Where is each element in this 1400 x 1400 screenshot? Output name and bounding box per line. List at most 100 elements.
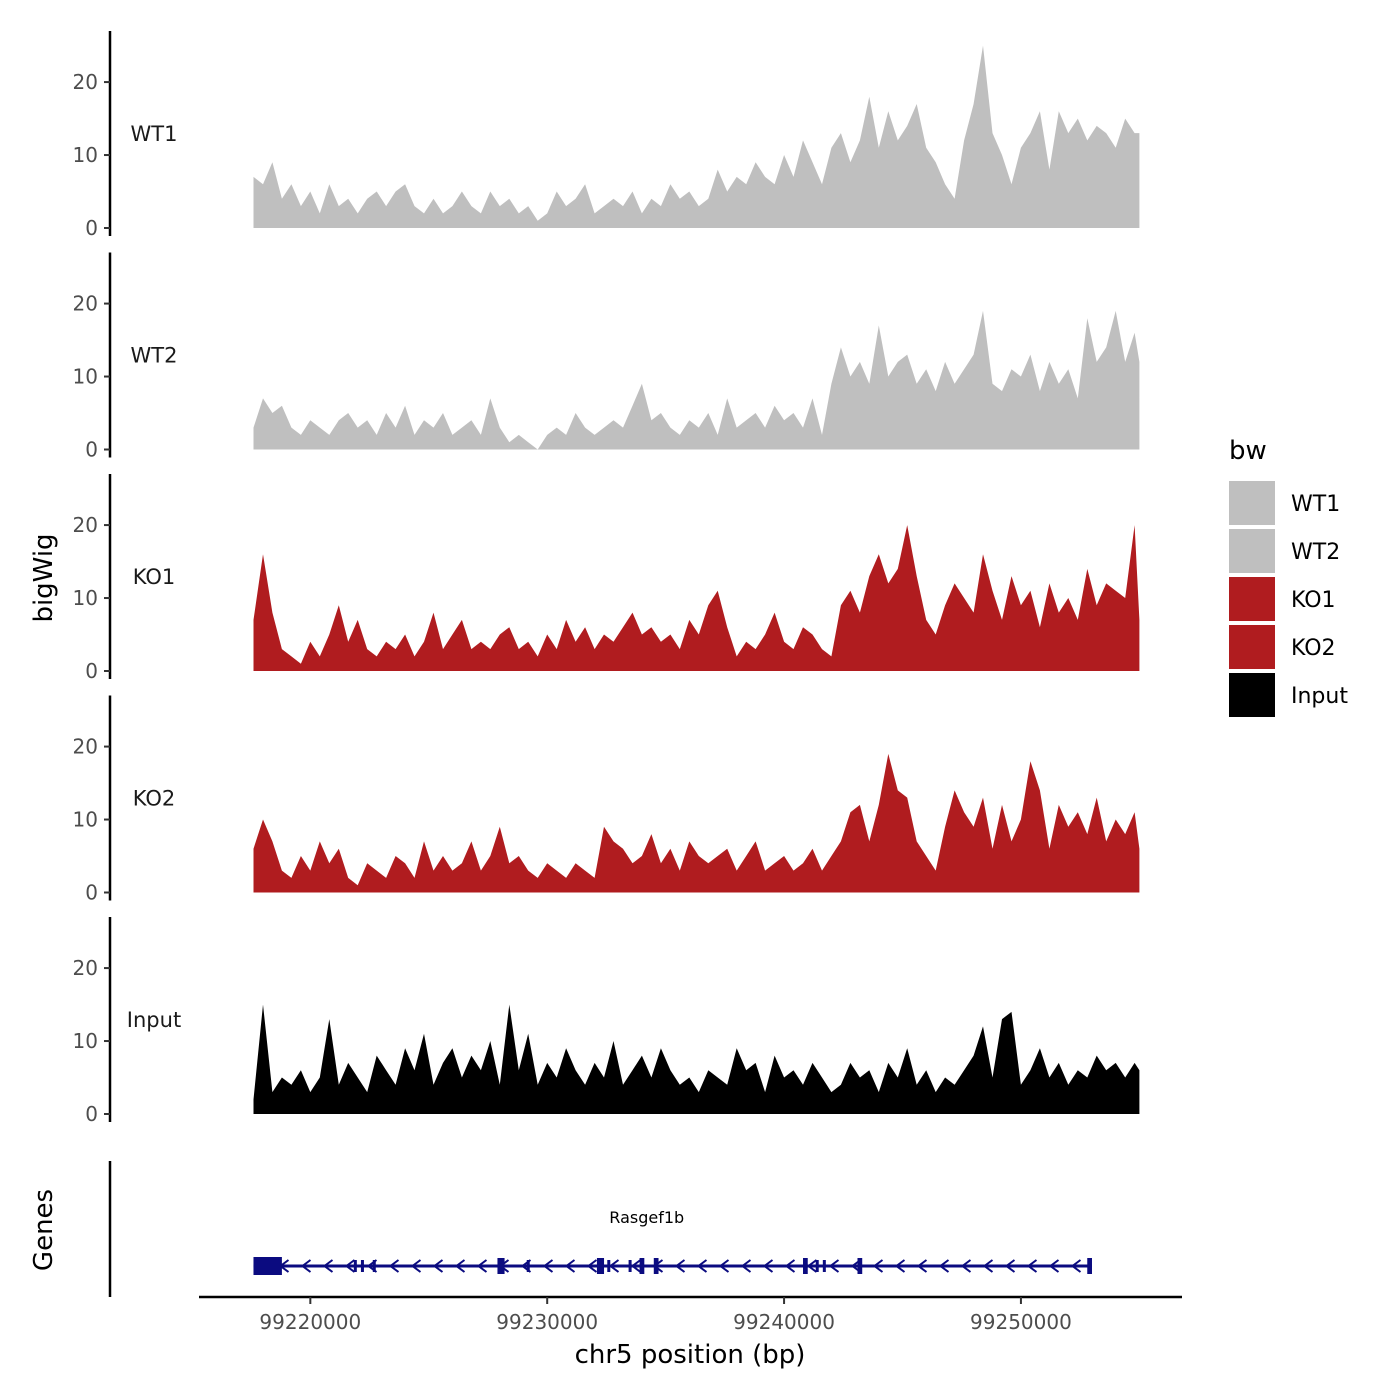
strand-arrow	[740, 1259, 752, 1273]
strand-arrow	[410, 1259, 422, 1273]
exon	[857, 1258, 863, 1274]
coverage-area	[253, 45, 1140, 228]
y-tick-label: 20	[73, 292, 98, 316]
legend-label: WT1	[1291, 492, 1340, 517]
strand-arrow	[608, 1259, 620, 1273]
exon	[596, 1258, 605, 1274]
strand-arrow	[938, 1259, 950, 1273]
strand-arrow	[674, 1259, 686, 1273]
gene-name-label: Rasgef1b	[609, 1208, 684, 1227]
exon	[497, 1258, 505, 1274]
y-tick-label: 0	[85, 216, 98, 240]
track-label: KO2	[133, 787, 176, 811]
x-tick-label: 99230000	[496, 1310, 598, 1334]
genes-track: Rasgef1b	[108, 1161, 1092, 1297]
strand-arrow	[784, 1259, 796, 1273]
coverage-area	[253, 525, 1140, 671]
exon	[653, 1258, 659, 1274]
y-tick-label: 10	[73, 365, 98, 389]
strand-arrow	[982, 1259, 994, 1273]
strand-arrow	[762, 1259, 774, 1273]
y-tick-label: 20	[73, 70, 98, 94]
legend-label: KO1	[1291, 588, 1336, 613]
strand-arrow	[1070, 1259, 1082, 1273]
y-tick-label: 0	[85, 881, 98, 905]
strand-arrow	[696, 1259, 708, 1273]
strand-arrow	[564, 1259, 576, 1273]
y-tick-label: 20	[73, 735, 98, 759]
y-tick-label: 10	[73, 586, 98, 610]
x-axis-label: chr5 position (bp)	[575, 1340, 806, 1370]
legend-title: bw	[1229, 436, 1267, 466]
exon	[822, 1260, 826, 1272]
y-tick-label: 0	[85, 1102, 98, 1126]
y-tick-label: 10	[73, 808, 98, 832]
track-label: Input	[127, 1008, 181, 1032]
strand-arrow	[630, 1259, 642, 1273]
strand-arrow	[454, 1259, 466, 1273]
strand-arrow	[322, 1259, 334, 1273]
exon	[803, 1258, 808, 1274]
exon	[360, 1260, 364, 1272]
y-tick-label: 20	[73, 956, 98, 980]
track-ko2: 0 10 20 KO2	[73, 695, 1140, 905]
legend-label: Input	[1291, 684, 1348, 709]
legend: bw WT1 WT2 KO1 KO2 Input	[1229, 436, 1348, 717]
strand-arrow	[1048, 1259, 1060, 1273]
track-wt1: 0 10 20 WT1	[73, 31, 1140, 240]
exon	[372, 1260, 376, 1272]
y-tick-label: 0	[85, 659, 98, 683]
coverage-area	[253, 310, 1140, 450]
strand-arrow	[300, 1259, 312, 1273]
legend-swatch	[1229, 625, 1275, 669]
strand-arrow	[806, 1259, 818, 1273]
y-tick-label: 0	[85, 438, 98, 462]
track-label: WT1	[131, 122, 178, 146]
exon	[526, 1260, 530, 1272]
y-tick-label: 20	[73, 513, 98, 537]
track-label: WT2	[131, 344, 178, 368]
exon	[815, 1260, 819, 1272]
exon	[1087, 1258, 1092, 1274]
track-wt2: 0 10 20 WT2	[73, 252, 1140, 462]
x-tick-label: 99240000	[733, 1310, 835, 1334]
x-tick-label: 99220000	[259, 1310, 361, 1334]
x-axis: 99220000 99230000 99240000 99250000	[199, 1295, 1182, 1334]
coverage-area	[253, 753, 1140, 893]
strand-arrow	[894, 1259, 906, 1273]
track-ko1: 0 10 20 KO1	[73, 474, 1140, 683]
exon	[639, 1258, 645, 1274]
strand-arrow	[718, 1259, 730, 1273]
strand-arrow	[476, 1259, 488, 1273]
exon	[607, 1260, 611, 1272]
exon	[353, 1260, 357, 1272]
genes-axis-label: Genes	[29, 1189, 59, 1271]
legend-swatch	[1229, 577, 1275, 621]
legend-label: KO2	[1291, 636, 1336, 661]
strand-arrow	[872, 1259, 884, 1273]
strand-arrow	[542, 1259, 554, 1273]
y-tick-label: 10	[73, 143, 98, 167]
strand-arrow	[1026, 1259, 1038, 1273]
coverage-area	[253, 1004, 1140, 1114]
strand-arrow	[916, 1259, 928, 1273]
y-tick-label: 10	[73, 1029, 98, 1053]
legend-swatch	[1229, 481, 1275, 525]
x-tick-label: 99250000	[970, 1310, 1072, 1334]
strand-arrow	[828, 1259, 840, 1273]
legend-swatch	[1229, 673, 1275, 717]
strand-arrow	[344, 1259, 356, 1273]
strand-arrow	[388, 1259, 400, 1273]
strand-arrow	[432, 1259, 444, 1273]
strand-arrow	[586, 1259, 598, 1273]
exon	[253, 1257, 282, 1275]
strand-arrow	[960, 1259, 972, 1273]
coverage-tracks: 0 10 20 WT1 0 10 20 WT2 0 10 20 KO1 0 10 20 KO2 0 10 20 Inp…	[73, 31, 1140, 1126]
legend-label: WT2	[1291, 540, 1340, 565]
strand-arrow	[1004, 1259, 1016, 1273]
legend-swatch	[1229, 529, 1275, 573]
track-input: 0 10 20 Input	[73, 917, 1140, 1126]
y-axis-label: bigWig	[29, 533, 59, 622]
